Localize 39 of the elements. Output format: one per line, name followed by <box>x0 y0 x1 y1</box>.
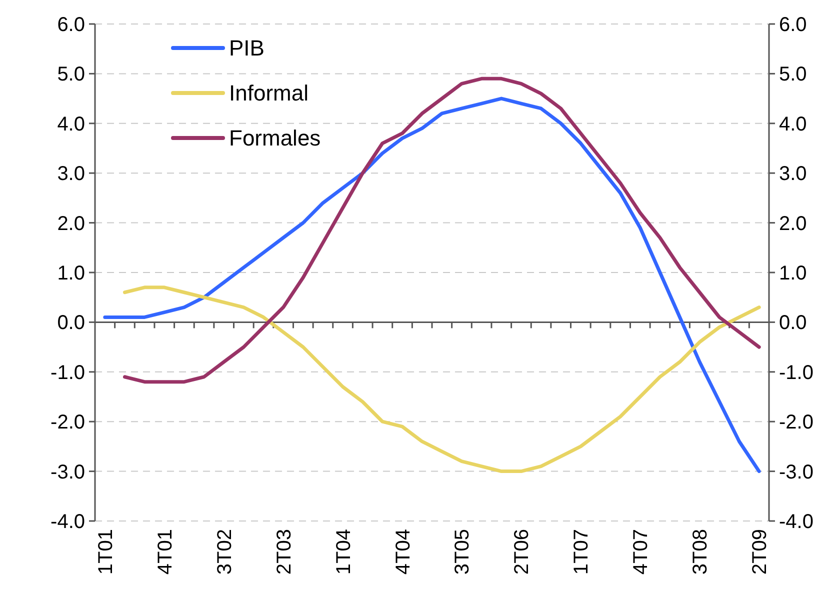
y-tick-label: -4.0 <box>50 511 85 533</box>
y-tick-label: 1.0 <box>57 262 85 284</box>
y2-tick-label: -4.0 <box>779 511 814 533</box>
x-tick-label: 3T08 <box>690 529 712 575</box>
y2-tick-label: 5.0 <box>779 64 807 86</box>
x-tick-label: 1T01 <box>94 529 117 575</box>
y-tick-label: 4.0 <box>57 113 85 136</box>
y-tick-label: -2.0 <box>50 412 85 434</box>
y2-tick-label: 6.0 <box>779 14 807 36</box>
line-series <box>122 286 761 474</box>
y-tick-label: 2.0 <box>57 212 85 235</box>
legend-label: Formales <box>229 126 321 151</box>
y-tick-label: 3.0 <box>57 163 85 186</box>
x-tick-label: 2T03 <box>273 529 296 575</box>
y-tick-label: 6.0 <box>57 14 85 36</box>
y2-tick-label: -3.0 <box>779 461 814 484</box>
y-tick-label: 0.0 <box>57 312 85 334</box>
x-tick-label: 1T07 <box>570 529 593 575</box>
y-tick-label: 5.0 <box>57 64 85 86</box>
y-tick-label: -1.0 <box>50 362 85 384</box>
y2-tick-label: -2.0 <box>779 412 814 434</box>
y2-tick-label: 3.0 <box>779 163 807 186</box>
x-tick-label: 2T06 <box>511 529 534 575</box>
x-tick-label: 2T09 <box>749 529 772 575</box>
x-tick-label: 4T04 <box>392 529 414 575</box>
y2-tick-label: -1.0 <box>779 362 814 384</box>
y2-tick-label: 4.0 <box>779 113 807 136</box>
x-tick-label: 4T01 <box>154 529 176 575</box>
line-series <box>122 76 761 384</box>
legend-label: PIB <box>229 36 264 61</box>
y2-tick-label: 2.0 <box>779 212 807 235</box>
y2-tick-label: 0.0 <box>779 312 807 334</box>
legend-label: Informal <box>229 80 308 106</box>
x-tick-label: 4T07 <box>630 529 652 575</box>
x-tick-label: 3T05 <box>452 529 474 575</box>
y2-tick-label: 1.0 <box>779 262 807 284</box>
y-tick-label: -3.0 <box>50 461 85 484</box>
x-tick-label: 3T02 <box>214 529 236 575</box>
x-tick-label: 1T04 <box>332 529 355 575</box>
